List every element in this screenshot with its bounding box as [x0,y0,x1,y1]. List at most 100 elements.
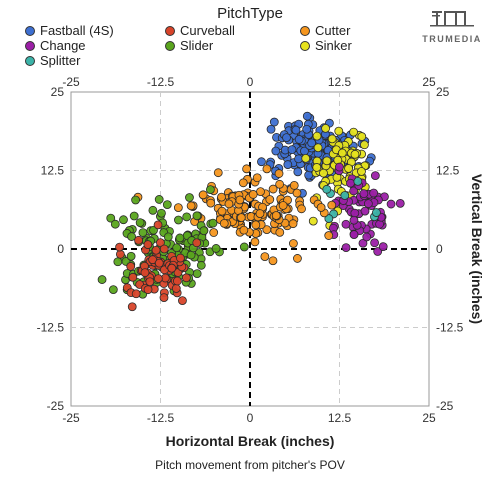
point-slider [206,185,215,195]
legend-item-splitter[interactable]: Splitter [25,53,80,68]
point-slider [175,233,185,243]
legend-item-change[interactable]: Change [25,38,86,53]
point-cutter [275,227,285,237]
point-fastball-4s [271,146,281,156]
point-cutter [293,254,302,263]
point-curveball [172,276,182,286]
point-cutter [278,201,288,210]
point-slider [97,275,107,284]
point-slider [129,211,139,221]
point-slider [131,195,140,205]
legend-item-sinker[interactable]: Sinker [300,38,352,53]
point-slider [182,212,192,222]
point-change [369,188,379,198]
point-slider [199,226,209,236]
point-cutter [198,190,208,200]
x-tick-label-bottom: 0 [247,411,254,425]
x-tick-label-top: 0 [247,75,254,89]
point-sinker [321,123,330,133]
point-sinker [312,163,322,172]
point-curveball [126,262,136,271]
point-change [349,230,359,239]
point-change [349,186,359,196]
point-cutter [236,213,246,223]
y-tick-label-left: 0 [57,242,64,256]
legend-dot-sinker [300,40,310,51]
point-slider [110,219,120,229]
point-slider [174,215,183,225]
point-curveball [181,273,191,283]
point-change [360,206,370,216]
point-fastball-4s [283,160,293,169]
trumedia-logo [430,11,474,27]
legend-label-curveball: Curveball [180,23,235,38]
point-slider [192,269,202,279]
point-sinker [301,153,311,163]
point-splitter [353,176,363,186]
point-curveball [127,302,137,312]
point-curveball [134,235,143,245]
point-curveball [156,238,165,248]
y-tick-label-left: 25 [51,85,65,99]
point-cutter [251,220,261,230]
point-cutter [250,237,260,247]
point-change [373,247,383,256]
point-splitter [340,191,350,200]
legend: Fastball (4S) Curveball Cutter Change Sl… [25,23,425,71]
point-sinker [357,167,366,176]
legend-item-fastball[interactable]: Fastball (4S) [25,23,114,38]
point-curveball [171,284,181,293]
point-curveball [153,220,163,230]
point-change [386,199,396,209]
x-tick-label-top: 25 [422,75,436,89]
points-layer [97,111,405,312]
point-slider [192,211,202,221]
x-tick-label-top: 12.5 [328,75,352,89]
point-curveball [143,285,153,295]
y-axis-title: Vertical Break (inches) [469,174,485,324]
point-cutter [260,252,270,261]
point-cutter [324,231,334,240]
point-change [346,178,355,188]
point-cutter [224,199,234,209]
point-fastball-4s [287,145,297,155]
point-change [395,198,405,208]
point-cutter [173,203,183,212]
point-sinker [312,131,322,141]
point-fastball-4s [307,138,317,148]
y-tick-label-right: 25 [436,85,450,99]
point-change [362,232,372,242]
point-curveball [140,268,150,278]
point-cutter [206,198,216,208]
point-change [363,199,373,208]
point-curveball [145,277,155,287]
legend-item-cutter[interactable]: Cutter [300,23,350,38]
x-tick-label-bottom: -25 [62,411,80,425]
point-change [341,219,351,229]
point-sinker [360,140,369,150]
brand-text: TRUMEDIA [422,34,482,44]
point-change [378,242,388,252]
point-slider [208,218,218,228]
legend-item-curveball[interactable]: Curveball [165,23,235,38]
point-cutter [239,225,249,235]
point-change [370,238,379,248]
point-cutter [262,225,272,235]
legend-dot-change [25,40,35,51]
axis-layer [71,92,429,406]
point-fastball-4s [304,170,314,180]
y-tick-label-left: -25 [47,399,65,413]
point-slider [126,251,136,261]
y-tick-label-right: -12.5 [436,321,464,335]
point-fastball-4s [291,125,301,135]
legend-item-slider[interactable]: Slider [165,38,213,53]
point-slider [162,200,172,210]
point-curveball [128,272,138,282]
point-cutter [327,200,337,210]
point-cutter [289,180,299,190]
point-slider [138,228,148,237]
point-cutter [219,218,229,228]
point-fastball-4s [302,124,312,134]
